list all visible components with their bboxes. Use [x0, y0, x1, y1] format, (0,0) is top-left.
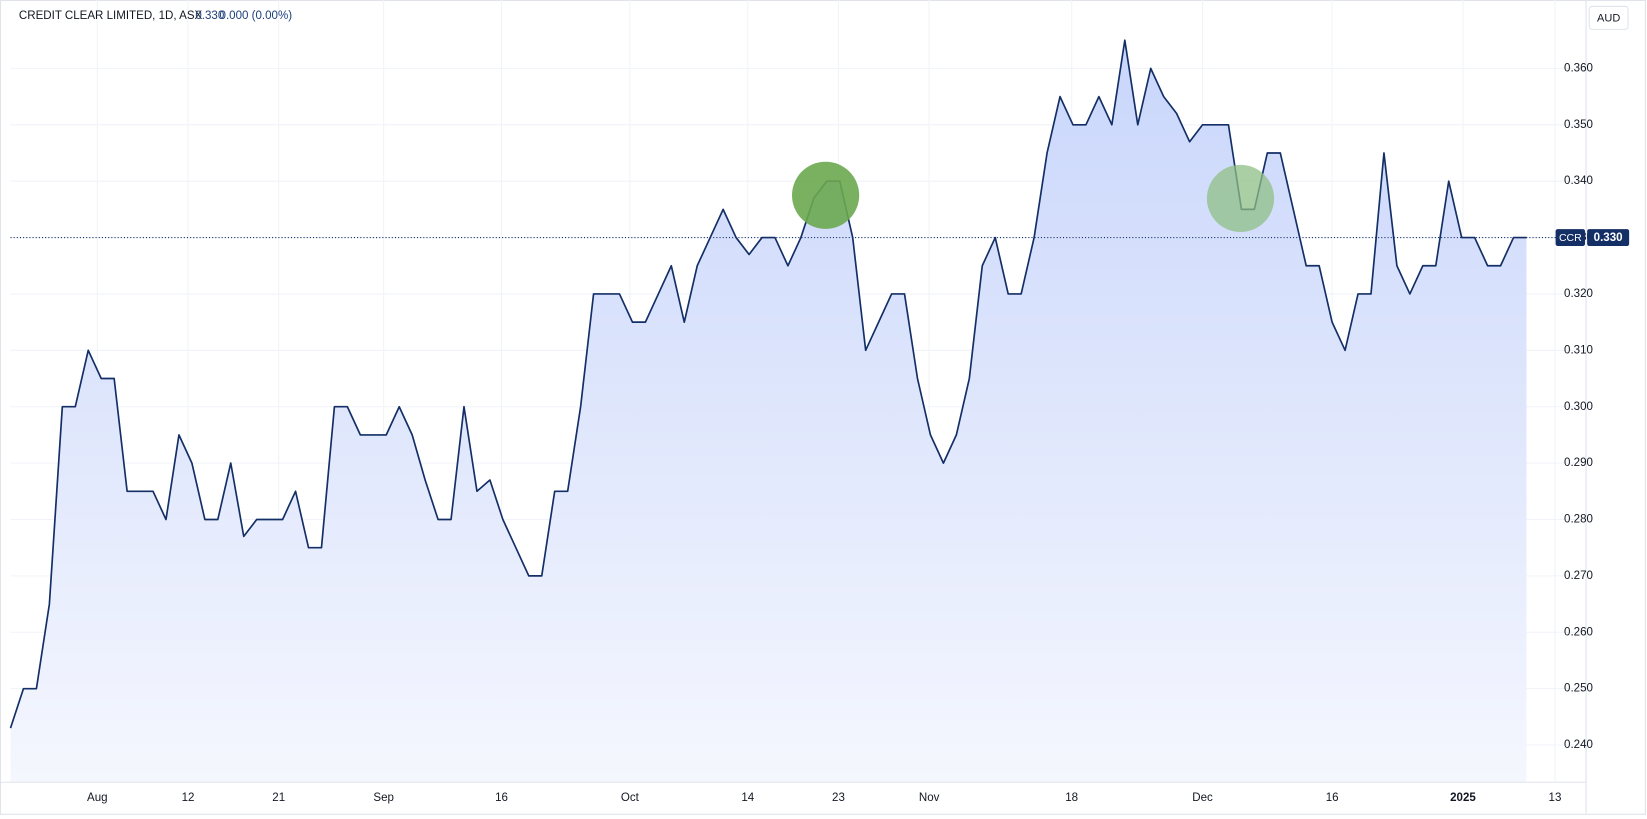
highlight-marker: [1206, 164, 1275, 233]
y-tick-label: 0.300: [1564, 401, 1593, 413]
x-tick-label: Dec: [1192, 792, 1213, 804]
price-tag: [1587, 229, 1630, 246]
currency-button[interactable]: [1588, 5, 1629, 30]
y-tick-label: 0.280: [1564, 514, 1593, 526]
y-tick-label: 0.310: [1564, 344, 1593, 356]
y-tick-label: 0.350: [1564, 119, 1593, 131]
x-tick-label: 12: [182, 792, 195, 804]
area-fill: [10, 40, 1527, 783]
x-tick-label: Oct: [621, 792, 640, 804]
x-tick-label: 23: [832, 792, 845, 804]
currency-label[interactable]: AUD: [1597, 12, 1620, 24]
ticker-tag: [1555, 229, 1586, 246]
plot-area: [9, 39, 1527, 783]
y-tick-label: 0.320: [1564, 288, 1593, 300]
y-tick-label: 0.260: [1564, 626, 1593, 638]
y-tick-label: 0.240: [1564, 739, 1593, 751]
x-tick-label: 18: [1065, 792, 1078, 804]
x-tick-label: 16: [1326, 792, 1339, 804]
x-tick-label: Aug: [87, 792, 108, 804]
y-tick-label: 0.340: [1564, 175, 1593, 187]
x-tick-label: 21: [272, 792, 285, 804]
symbol-title: CREDIT CLEAR LIMITED, 1D, ASX: [19, 10, 203, 22]
x-tick-label: 13: [1549, 792, 1562, 804]
price-line: [9, 39, 1527, 729]
ticker-tag-label: CCR: [1559, 232, 1582, 244]
y-tick-label: 0.270: [1564, 570, 1593, 582]
last-value: 0.330: [195, 10, 224, 22]
price-tag-label: 0.330: [1594, 232, 1623, 244]
y-tick-label: 0.250: [1564, 683, 1593, 695]
change-value: 0.000 (0.00%): [220, 10, 293, 22]
x-tick-label: 2025: [1450, 792, 1476, 804]
y-tick-label: 0.360: [1564, 62, 1593, 74]
x-tick-label: Nov: [919, 792, 940, 804]
y-tick-label: 0.290: [1564, 457, 1593, 469]
x-tick-label: 14: [741, 792, 754, 804]
highlight-marker: [791, 161, 860, 229]
x-tick-label: 16: [495, 792, 508, 804]
x-tick-label: Sep: [373, 792, 394, 804]
